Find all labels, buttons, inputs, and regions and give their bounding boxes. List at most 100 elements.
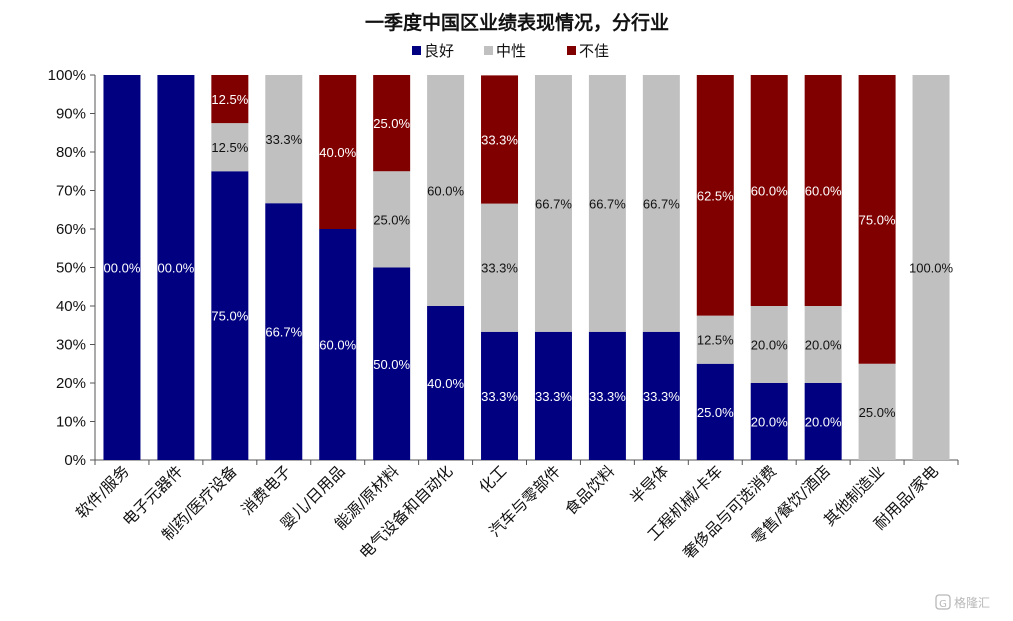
bar-segment — [588, 331, 626, 460]
y-axis: 0% 10% 20% 30% 40% 50% 60% 70% 80% 90% 100% — [48, 67, 959, 469]
data-label: 60.0% — [319, 338, 356, 353]
data-label: 50.0% — [373, 357, 410, 372]
data-label: 75.0% — [859, 212, 896, 227]
data-label: 20.0% — [805, 338, 842, 353]
watermark-logo-glyph: G — [939, 599, 947, 610]
y-tick-label: 60% — [56, 221, 86, 238]
bar-segment — [103, 75, 141, 460]
legend-label: 不佳 — [579, 42, 609, 60]
data-label: 33.3% — [481, 389, 518, 404]
data-labels-group: 00.0% 00.0% 75.0% 12.5% 12.5% 66.7% 33.3% 60.0%… — [104, 92, 954, 429]
y-tick-label: 40% — [56, 298, 86, 315]
legend: 良好 中性 不佳 — [412, 42, 609, 60]
data-label: 33.3% — [481, 132, 518, 147]
bar-segment — [696, 315, 734, 364]
legend-label: 良好 — [424, 42, 454, 60]
y-tick-label: 0% — [64, 452, 86, 469]
data-label: 33.3% — [589, 389, 626, 404]
data-label: 66.7% — [265, 325, 302, 340]
bar-segment — [534, 75, 572, 332]
bar-segment — [858, 363, 896, 460]
bar-segment — [750, 75, 788, 306]
data-label: 33.3% — [265, 132, 302, 147]
bar-segment — [481, 75, 519, 204]
data-label: 33.3% — [481, 261, 518, 276]
data-label: 33.3% — [535, 389, 572, 404]
bar-segment — [427, 306, 465, 460]
bar-segment — [642, 75, 680, 332]
bar-segment — [265, 75, 303, 204]
data-label: 25.0% — [373, 116, 410, 131]
data-label: 100.0% — [909, 261, 954, 276]
bar-segment — [373, 75, 411, 172]
data-label: 75.0% — [211, 309, 248, 324]
x-category-label: 电气设备和自动化 — [356, 462, 456, 562]
bar-segment — [265, 203, 303, 460]
bar-segment — [211, 75, 249, 124]
bar-segment — [427, 75, 465, 306]
bar-segment — [373, 171, 411, 268]
y-tick-label: 100% — [48, 67, 86, 84]
bar-segment — [750, 383, 788, 460]
bar-segment — [481, 203, 519, 332]
data-label: 12.5% — [211, 140, 248, 155]
bar-segment — [534, 331, 572, 460]
x-category-label: 半导体 — [627, 462, 673, 508]
bar-segment — [804, 383, 842, 460]
bar-segment — [696, 363, 734, 460]
x-category-label: 奢侈品与可选消费 — [680, 462, 780, 562]
data-label: 25.0% — [373, 212, 410, 227]
watermark-text: 格隆汇 — [954, 595, 990, 610]
data-label: 00.0% — [104, 261, 141, 276]
data-label: 66.7% — [589, 196, 626, 211]
data-label: 25.0% — [859, 405, 896, 420]
bar-segment — [481, 331, 519, 460]
x-category-label: 食品饮料 — [562, 462, 619, 519]
data-label: 00.0% — [157, 261, 194, 276]
watermark: G 格隆汇 — [935, 594, 990, 610]
bar-segment — [157, 75, 195, 460]
bar-segment — [750, 306, 788, 383]
y-tick-label: 70% — [56, 183, 86, 200]
data-label: 20.0% — [751, 338, 788, 353]
bar-segment — [804, 306, 842, 383]
data-label: 12.5% — [697, 333, 734, 348]
y-tick-label: 10% — [56, 414, 86, 431]
data-label: 60.0% — [805, 184, 842, 199]
bar-segment — [211, 171, 249, 460]
y-tick-label: 80% — [56, 144, 86, 161]
chart-title: 一季度中国区业绩表现情况，分行业 — [365, 11, 669, 34]
bar-segment — [858, 75, 896, 364]
data-label: 60.0% — [427, 184, 464, 199]
legend-swatch — [412, 46, 421, 55]
data-label: 60.0% — [751, 184, 788, 199]
bar-segment — [588, 75, 626, 332]
legend-swatch — [567, 46, 576, 55]
bar-segment — [319, 229, 357, 460]
x-category-label: 消费电子 — [238, 462, 295, 519]
data-label: 62.5% — [697, 188, 734, 203]
data-label: 33.3% — [643, 389, 680, 404]
data-label: 20.0% — [751, 415, 788, 430]
y-tick-label: 30% — [56, 337, 86, 354]
data-label: 66.7% — [535, 196, 572, 211]
bars-group — [103, 75, 950, 460]
bar-segment — [804, 75, 842, 306]
bar-segment — [642, 331, 680, 460]
legend-label: 中性 — [496, 42, 526, 60]
x-category-label: 化工 — [476, 462, 511, 497]
bar-segment — [319, 75, 357, 229]
data-label: 25.0% — [697, 405, 734, 420]
data-label: 20.0% — [805, 415, 842, 430]
y-tick-label: 20% — [56, 375, 86, 392]
y-tick-label: 50% — [56, 260, 86, 277]
x-axis-categories: 软件/服务电子元器件制药/医疗设备消费电子婴儿/日用品能源/原材料电气设备和自动… — [73, 462, 942, 563]
watermark-logo-icon — [935, 594, 951, 610]
legend-swatch — [484, 46, 493, 55]
bar-segment — [211, 123, 249, 172]
bar-segment — [373, 267, 411, 460]
data-label: 12.5% — [211, 92, 248, 107]
data-label: 40.0% — [319, 145, 356, 160]
data-label: 66.7% — [643, 196, 680, 211]
